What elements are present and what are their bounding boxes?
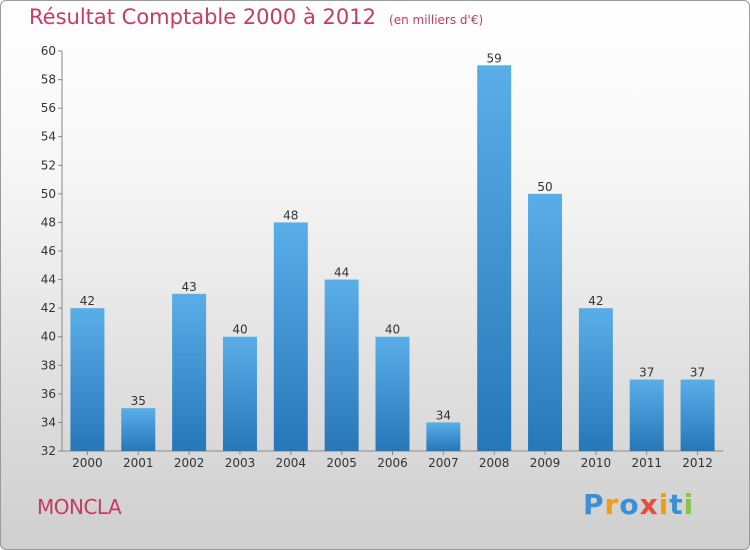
y-tick-label: 32 [41, 444, 56, 458]
commune-name: MONCLA [37, 495, 122, 519]
y-tick-label: 42 [41, 301, 56, 315]
bar-value-label: 43 [181, 280, 196, 294]
logo-letter: r [604, 488, 620, 521]
x-tick-label: 2012 [682, 456, 713, 470]
x-tick-label: 2000 [72, 456, 103, 470]
bar-value-label: 37 [639, 366, 654, 380]
bar-value-label: 59 [487, 51, 502, 65]
x-tick-label: 2011 [631, 456, 662, 470]
proxiti-logo: Proxiti [583, 488, 694, 521]
chart-subtitle: (en milliers d'€) [389, 13, 484, 27]
bar [70, 308, 105, 451]
y-tick-label: 58 [41, 73, 56, 87]
logo-letter: x [639, 488, 659, 521]
chart-title: Résultat Comptable 2000 à 2012 [29, 5, 376, 29]
y-tick-label: 40 [41, 330, 56, 344]
bar [172, 293, 207, 451]
logo-letter: i [658, 488, 670, 521]
x-tick-label: 2005 [326, 456, 357, 470]
y-tick-label: 56 [41, 101, 56, 115]
logo-letter: o [619, 488, 640, 521]
x-tick-label: 2002 [174, 456, 205, 470]
bar [222, 336, 257, 451]
bar-value-label: 35 [131, 394, 146, 408]
bar [578, 308, 613, 451]
bar-value-label: 40 [232, 323, 247, 337]
y-tick-label: 52 [41, 158, 56, 172]
y-tick-label: 34 [41, 415, 56, 429]
x-tick-label: 2003 [225, 456, 256, 470]
x-tick-label: 2004 [276, 456, 307, 470]
bar-value-label: 34 [436, 408, 451, 422]
bar-value-label: 44 [334, 266, 349, 280]
logo-letter: i [683, 488, 695, 521]
bar [121, 408, 156, 451]
bar [528, 193, 563, 451]
bar [273, 222, 308, 451]
x-tick-label: 2009 [530, 456, 561, 470]
y-tick-label: 36 [41, 387, 56, 401]
y-tick-label: 60 [41, 44, 56, 58]
logo-letter: P [583, 488, 605, 521]
bar-value-label: 40 [385, 323, 400, 337]
x-tick-label: 2008 [479, 456, 510, 470]
bar-value-label: 50 [537, 180, 552, 194]
bar [324, 279, 359, 451]
x-tick-label: 2010 [581, 456, 612, 470]
bar [629, 379, 664, 451]
bar-value-label: 48 [283, 208, 298, 222]
bar-value-label: 37 [690, 366, 705, 380]
x-tick-label: 2006 [377, 456, 408, 470]
x-tick-label: 2001 [123, 456, 154, 470]
bar [477, 65, 512, 452]
y-tick-label: 38 [41, 358, 56, 372]
bar [426, 422, 461, 451]
y-tick-label: 54 [41, 130, 56, 144]
bar [375, 336, 410, 451]
chart-title-block: Résultat Comptable 2000 à 2012 (en milli… [29, 5, 483, 29]
bar-value-label: 42 [588, 294, 603, 308]
x-tick-label: 2007 [428, 456, 459, 470]
y-tick-label: 44 [41, 273, 56, 287]
y-tick-label: 48 [41, 215, 56, 229]
bar-value-label: 42 [80, 294, 95, 308]
logo-letter: t [669, 488, 684, 521]
y-tick-label: 46 [41, 244, 56, 258]
bar [680, 379, 715, 451]
y-tick-label: 50 [41, 187, 56, 201]
